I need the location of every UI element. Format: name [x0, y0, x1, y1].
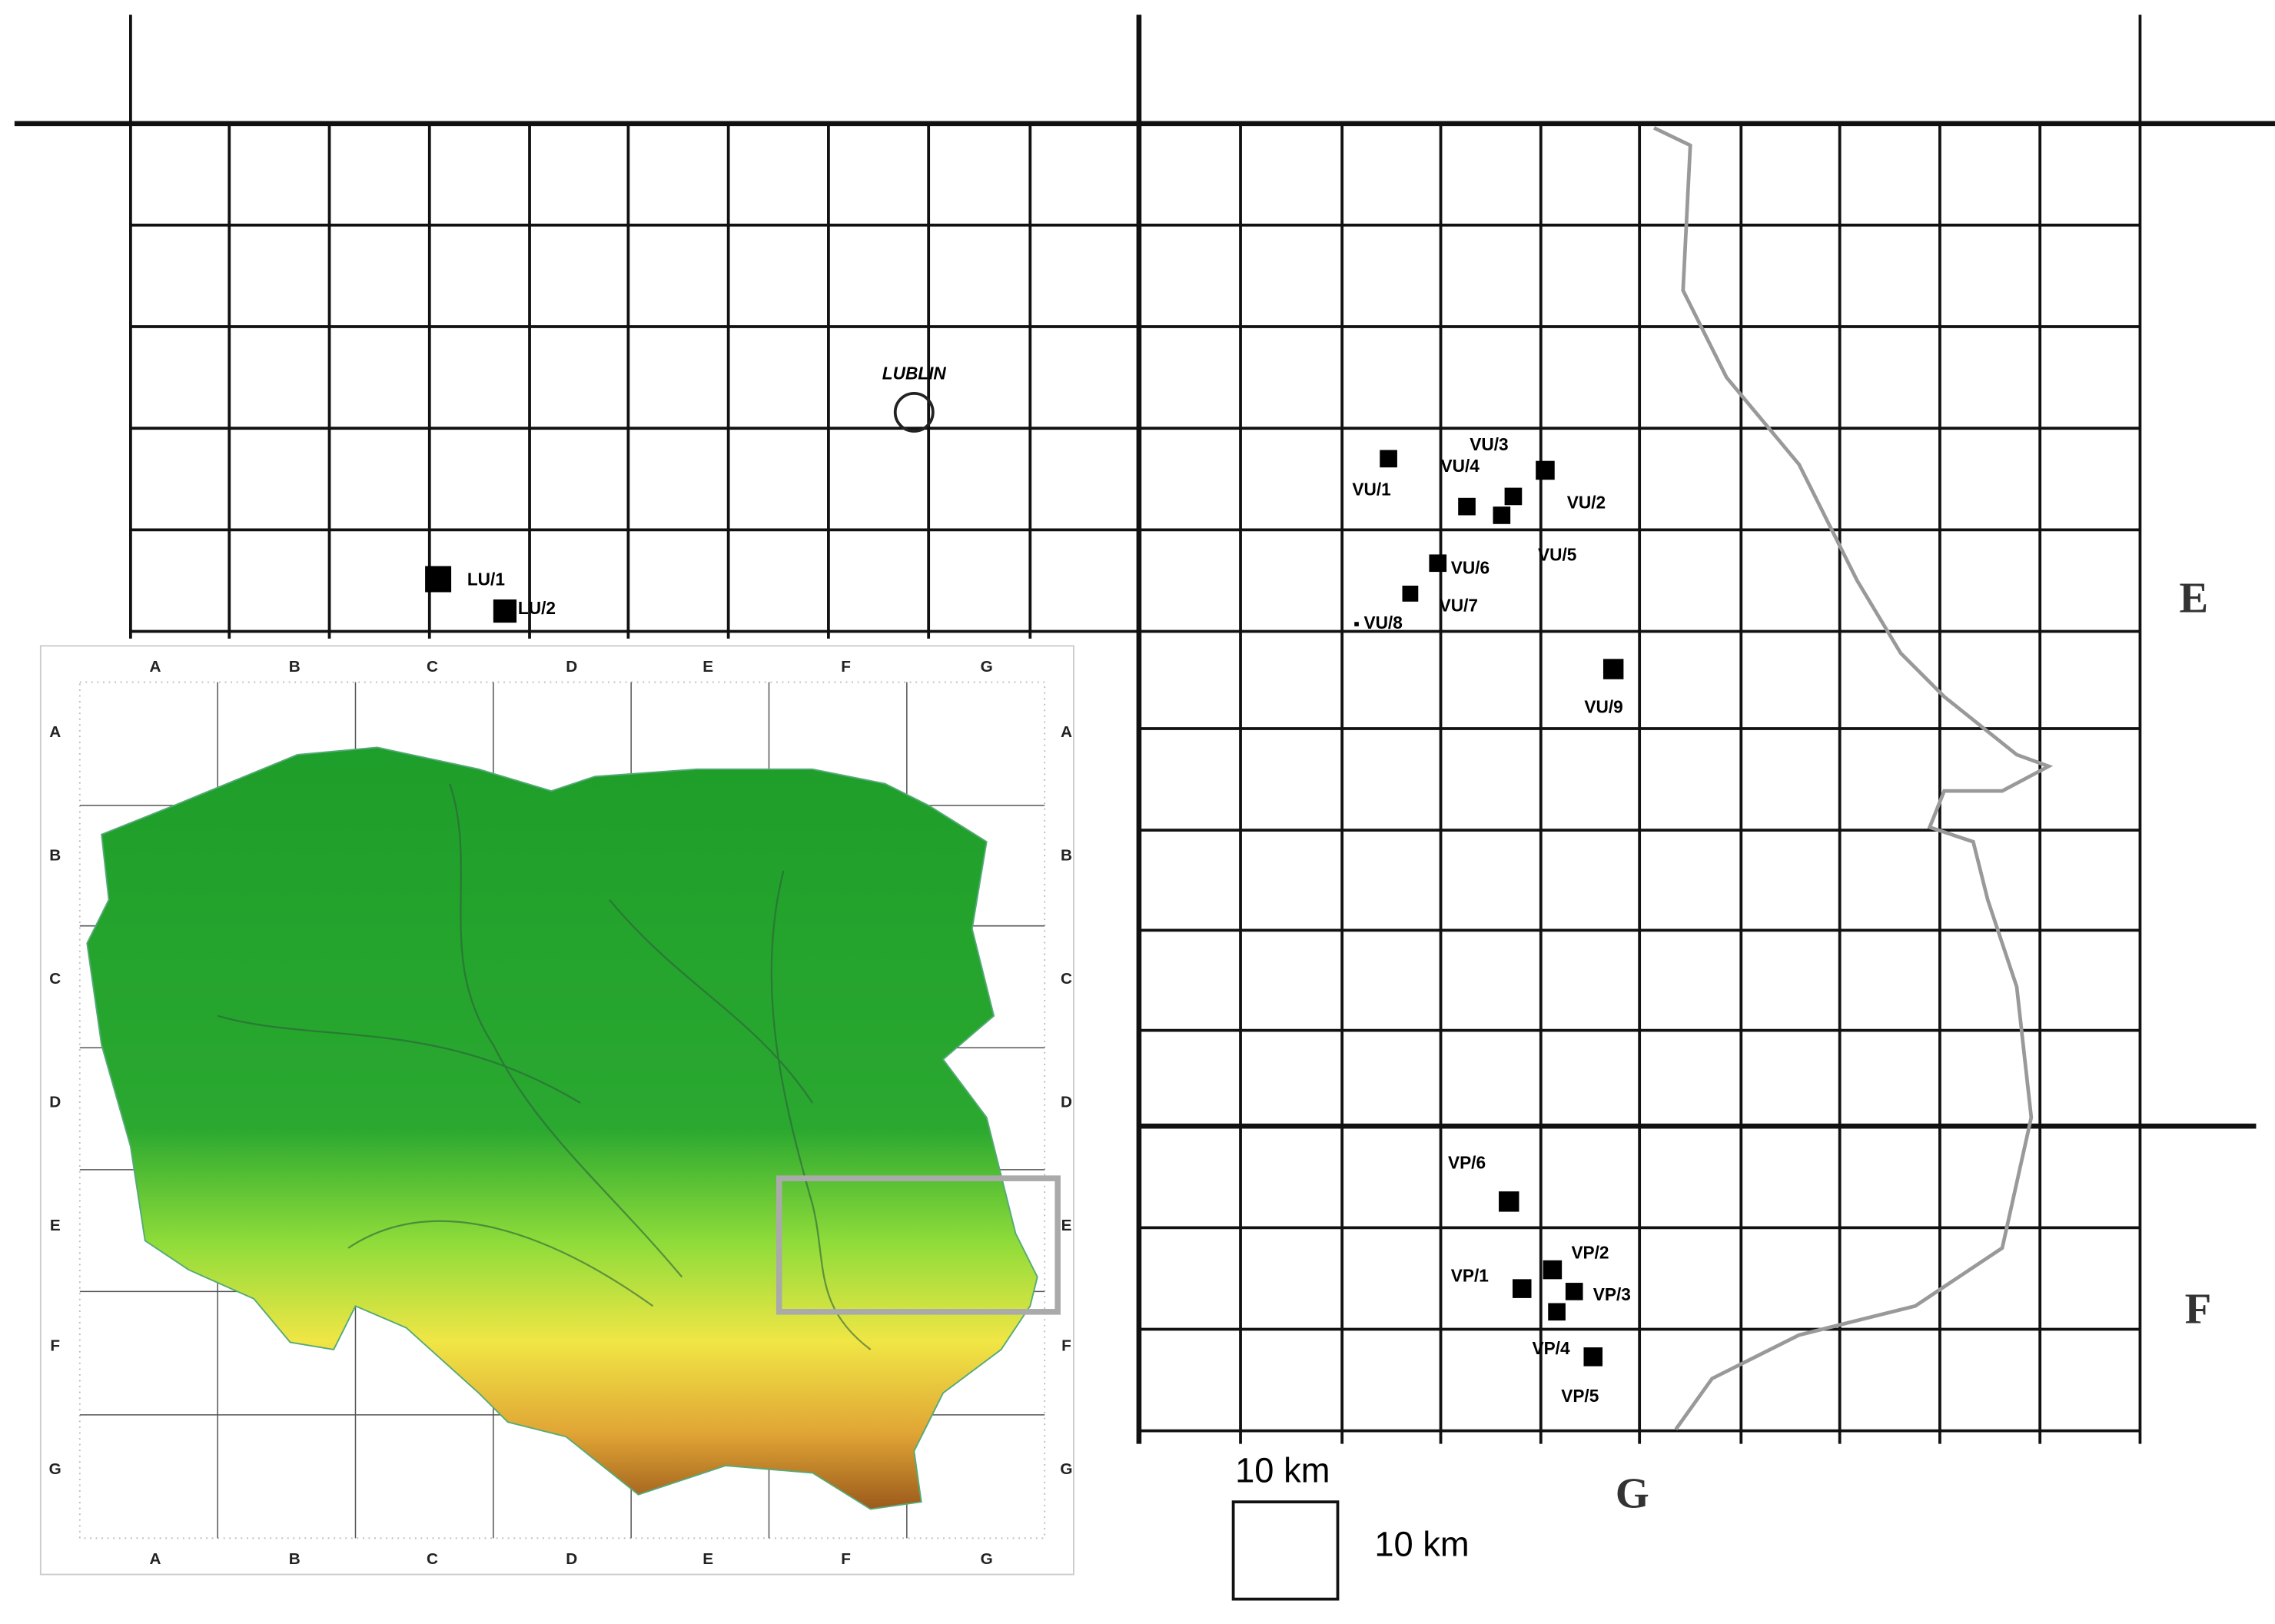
zone-label: G	[1616, 1470, 1649, 1517]
site-label: VU/1	[1352, 479, 1390, 499]
site-label: VU/4	[1441, 456, 1480, 476]
site-label: VU/7	[1440, 595, 1478, 615]
inset-column-label: C	[427, 1550, 438, 1568]
grid	[14, 15, 2275, 1444]
inset-column-label: D	[566, 1550, 577, 1568]
border-line	[1653, 126, 2054, 1431]
inset-row-label: D	[49, 1093, 61, 1111]
zone-label: F	[2185, 1286, 2212, 1333]
inset-column-label: B	[289, 658, 301, 676]
site-marker	[1354, 622, 1359, 626]
site-label: VP/2	[1571, 1242, 1609, 1262]
site-marker	[1458, 497, 1476, 516]
site-label: VU/5	[1538, 544, 1576, 564]
inset-row-label: A	[49, 723, 61, 741]
site-marker	[1504, 487, 1523, 506]
inset-row-label: C	[49, 970, 61, 988]
site-marker	[1543, 1260, 1563, 1280]
inset-column-label: B	[289, 1550, 301, 1568]
site-marker	[425, 566, 452, 593]
site-label: VP/1	[1451, 1266, 1489, 1286]
inset-column-label: G	[981, 1550, 993, 1568]
site-label: VP/3	[1593, 1284, 1631, 1304]
scale-box	[1231, 1500, 1340, 1601]
site-label: LU/1	[467, 569, 505, 589]
site-marker	[1402, 586, 1419, 602]
inset-column-label: E	[702, 658, 713, 676]
inset-row-label: E	[1061, 1217, 1072, 1234]
city-marker	[893, 391, 935, 433]
site-marker	[1602, 659, 1624, 679]
site-label: LU/2	[518, 598, 556, 618]
site-label: VU/3	[1470, 434, 1508, 454]
scale-width-label: 10 km	[1235, 1450, 1330, 1489]
site-label: VU/8	[1363, 613, 1402, 633]
inset-row-label: E	[50, 1217, 61, 1234]
site-label: VU/2	[1567, 492, 1606, 512]
site-marker	[1493, 506, 1511, 524]
inset-row-label: F	[1061, 1337, 1071, 1355]
inset-row-label: G	[1060, 1460, 1072, 1478]
inset-column-label: F	[841, 1550, 851, 1568]
site-marker	[1429, 554, 1447, 573]
site-marker	[493, 599, 517, 623]
site-marker	[1583, 1347, 1603, 1367]
site-marker	[1512, 1279, 1532, 1298]
zone-label: E	[2179, 575, 2208, 623]
inset-row-label: B	[49, 847, 61, 865]
site-marker	[1548, 1303, 1566, 1321]
site-label: VP/5	[1561, 1386, 1599, 1406]
country-shape	[86, 746, 1038, 1510]
inset-row-label: A	[1061, 723, 1072, 741]
inset-row-label: C	[1061, 970, 1072, 988]
study-area-box	[775, 1175, 1061, 1315]
site-marker	[1380, 450, 1397, 468]
inset-row-label: F	[50, 1337, 60, 1355]
site-marker	[1565, 1283, 1583, 1300]
site-marker	[1536, 460, 1555, 480]
inset-column-label: D	[566, 658, 577, 676]
inset-column-label: C	[427, 658, 438, 676]
inset-column-label: G	[981, 658, 993, 676]
inset-map: A A B B C C D D E E F F G G A A B B C C D D E E F F G G	[39, 645, 1074, 1576]
inset-row-label: G	[49, 1460, 61, 1478]
sites: LU/1 LU/2 VU/1 VU/2 VU/3VU/4 VU/5 VU/6 VU/7 VU/8…	[425, 434, 1631, 1406]
site-marker	[1499, 1191, 1519, 1212]
inset-column-label: A	[149, 1550, 161, 1568]
site-label: VP/4	[1532, 1338, 1569, 1358]
site-label: VU/6	[1451, 557, 1490, 577]
inset-column-label: F	[841, 658, 851, 676]
site-label: VU/9	[1584, 697, 1622, 717]
inset-column-label: E	[702, 1550, 713, 1568]
site-label: VP/6	[1448, 1152, 1486, 1172]
inset-column-label: A	[149, 658, 161, 676]
inset-ticks	[78, 681, 1046, 1539]
city-label: LUBLIN	[882, 363, 947, 383]
inset-row-label: D	[1061, 1093, 1072, 1111]
scale-height-label: 10 km	[1374, 1525, 1469, 1564]
inset-row-label: B	[1061, 847, 1072, 865]
